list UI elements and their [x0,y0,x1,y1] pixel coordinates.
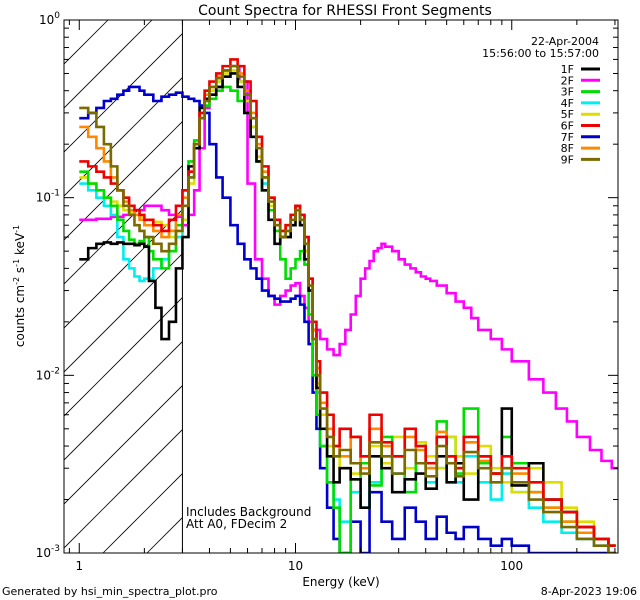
x-tick-label: 100 [500,559,523,573]
date-label: 22-Apr-2004 [531,35,599,48]
y-tick-label: 10-2 [36,366,60,382]
footer-generated-by: Generated by hsi_min_spectra_plot.pro [2,585,218,598]
legend-label-5f: 5F [561,108,574,121]
y-tick-label: 100 [39,11,60,27]
footer-timestamp: 8-Apr-2023 19:06 [541,585,637,598]
legend-label-4f: 4F [561,97,574,110]
legend-label-6f: 6F [561,120,574,133]
annotation-background: Includes Background [186,505,311,519]
hatch-line [64,252,183,373]
hatch-line [64,384,183,505]
series-4f-line [79,64,616,553]
hatched-region [64,20,183,553]
x-axis: 1 10 100 [68,20,616,573]
series-2f-line [79,64,618,470]
hatch-line [64,76,183,197]
legend-label-2f: 2F [561,74,574,87]
x-axis-label: Energy (keV) [302,575,379,589]
series-6f-line [79,58,616,547]
annotation-attenuator: Att A0, FDecim 2 [186,517,287,531]
series-8f-line [79,64,616,547]
hatch-line [64,428,183,549]
series-7f-line [79,85,616,553]
y-tick-label: 10-1 [36,189,60,205]
hatch-line [64,164,183,285]
hatch-line [64,32,183,153]
y-tick-label: 10-3 [36,544,60,560]
series-group [79,58,618,553]
chart-title: Count Spectra for RHESSI Front Segments [198,3,492,19]
y-axis: 100 10-1 10-2 10-3 [36,11,618,560]
hatch-line [64,208,183,329]
legend-label-7f: 7F [561,131,574,144]
plot-frame [63,19,619,554]
legend-label-3f: 3F [561,86,574,99]
hatch-line [64,20,65,21]
series-9f-line [79,64,616,553]
x-tick-label: 1 [75,559,83,573]
time-range-label: 15:56:00 to 15:57:00 [482,47,599,60]
legend-label-8f: 8F [561,142,574,155]
legend-label-9f: 9F [561,153,574,166]
x-tick-label: 10 [288,559,303,573]
legend-label-1f: 1F [561,63,574,76]
y-axis-label: counts cm-2 s-1 keV-1 [12,225,27,347]
